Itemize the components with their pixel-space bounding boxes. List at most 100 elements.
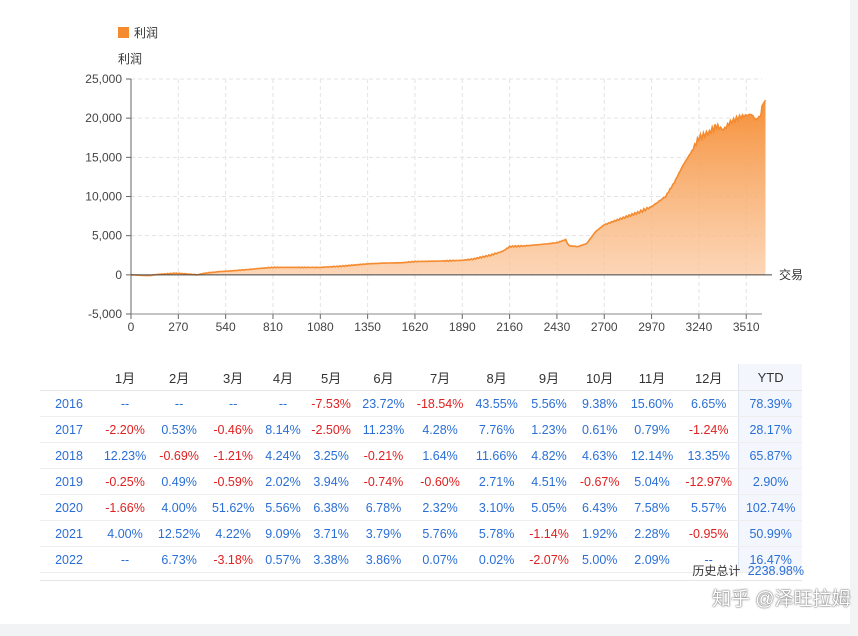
month-return-cell: -1.14% [523, 520, 575, 547]
month-return-cell: 11.66% [469, 442, 524, 469]
profit-area-chart: 25,000 20,000 15,000 10,000 5,000 0 -5,000 0 270… [85, 72, 803, 334]
month-return-cell: -1.24% [679, 416, 739, 443]
year-cell: 2017 [40, 416, 98, 443]
month-return-cell: -12.97% [679, 468, 739, 495]
month-return-cell: 3.10% [469, 494, 524, 521]
table-row: 2017 -2.20% 0.53% -0.46% 8.14% -2.50% 11.23% 4.… [40, 416, 802, 443]
ytd-cell: 65.87% [738, 442, 802, 469]
month-return-cell: 5.56% [523, 390, 575, 417]
month-return-cell: -0.67% [574, 468, 625, 495]
x-tick-label: 3240 [686, 320, 713, 334]
header-month: 1月 [98, 364, 153, 391]
month-return-cell: 43.55% [469, 390, 524, 417]
month-return-cell: 1.64% [410, 442, 470, 469]
y-tick-label: 0 [115, 268, 122, 282]
month-return-cell: 6.78% [356, 494, 411, 521]
month-return-cell: 0.02% [469, 546, 524, 573]
x-tick-label: 810 [263, 320, 283, 334]
x-tick-label: 1620 [402, 320, 429, 334]
month-return-cell: 4.24% [260, 442, 306, 469]
month-return-cell: 0.57% [260, 546, 306, 573]
month-return-cell: 2.28% [625, 520, 680, 547]
month-return-cell: -- [260, 390, 306, 417]
month-return-cell: -2.07% [523, 546, 575, 573]
header-month: 4月 [260, 364, 306, 391]
header-month: 2月 [152, 364, 207, 391]
x-tick-label: 1350 [354, 320, 381, 334]
x-tick-label: 270 [168, 320, 188, 334]
month-return-cell: 2.71% [469, 468, 524, 495]
header-month: 10月 [574, 364, 625, 391]
month-return-cell: 7.58% [625, 494, 680, 521]
month-return-cell: 5.76% [410, 520, 470, 547]
x-tick-label: 2430 [544, 320, 571, 334]
table-row: 2020 -1.66% 4.00% 51.62% 5.56% 6.38% 6.78% 2.32… [40, 494, 802, 521]
month-return-cell: -18.54% [410, 390, 470, 417]
month-return-cell: -- [152, 390, 207, 417]
month-return-cell: -0.60% [410, 468, 470, 495]
x-tick-label: 2970 [638, 320, 665, 334]
month-return-cell: -7.53% [305, 390, 357, 417]
month-return-cell: 4.22% [206, 520, 261, 547]
month-return-cell: 3.79% [356, 520, 411, 547]
month-return-cell: -0.74% [356, 468, 411, 495]
x-tick-label: 1890 [449, 320, 476, 334]
x-tick-label: 1080 [307, 320, 334, 334]
table-row: 2016 -- -- -- -- -7.53% 23.72% -18.54% 43.55% 5.5… [40, 390, 802, 417]
history-total-label: 历史总计 [692, 564, 741, 578]
month-return-cell: -0.59% [206, 468, 261, 495]
chart-legend[interactable]: 利润 [118, 24, 158, 41]
x-tick-label: 0 [128, 320, 135, 334]
month-return-cell: -0.69% [152, 442, 207, 469]
month-return-cell: 6.73% [152, 546, 207, 573]
month-return-cell: 13.35% [679, 442, 739, 469]
month-return-cell: 9.09% [260, 520, 306, 547]
x-tick-label: 2700 [591, 320, 618, 334]
history-total: 历史总计 2238.98% [600, 562, 804, 579]
month-return-cell: 3.86% [356, 546, 411, 573]
month-return-cell: -0.95% [679, 520, 739, 547]
y-tick-label: 20,000 [85, 111, 122, 125]
month-return-cell: 2.32% [410, 494, 470, 521]
y-tick-label: 15,000 [85, 150, 122, 164]
month-return-cell: 6.43% [574, 494, 625, 521]
month-return-cell: -0.25% [98, 468, 153, 495]
month-return-cell: 3.71% [305, 520, 357, 547]
x-tick-label: 3510 [733, 320, 760, 334]
y-tick-label: 10,000 [85, 190, 122, 204]
year-cell: 2021 [40, 520, 98, 547]
month-return-cell: 4.63% [574, 442, 625, 469]
header-month: 11月 [625, 364, 680, 391]
month-return-cell: -- [98, 390, 153, 417]
month-return-cell: 9.38% [574, 390, 625, 417]
x-axis-title: 交易 [779, 267, 803, 282]
header-month: 3月 [206, 364, 261, 391]
month-return-cell: 5.56% [260, 494, 306, 521]
month-return-cell: 4.00% [152, 494, 207, 521]
month-return-cell: 0.79% [625, 416, 680, 443]
month-return-cell: 3.38% [305, 546, 357, 573]
month-return-cell: 2.09% [625, 546, 680, 573]
month-return-cell: 12.52% [152, 520, 207, 547]
month-return-cell: 0.61% [574, 416, 625, 443]
legend-label: 利润 [134, 26, 159, 40]
month-return-cell: -3.18% [206, 546, 261, 573]
month-return-cell: 3.25% [305, 442, 357, 469]
ytd-cell: 50.99% [738, 520, 802, 547]
month-return-cell: -0.21% [356, 442, 411, 469]
month-return-cell: -1.21% [206, 442, 261, 469]
year-cell: 2020 [40, 494, 98, 521]
header-month: 9月 [523, 364, 575, 391]
month-return-cell: 15.60% [625, 390, 680, 417]
header-month: 12月 [679, 364, 739, 391]
month-return-cell: -- [679, 546, 739, 573]
month-return-cell: 4.00% [98, 520, 153, 547]
year-cell: 2019 [40, 468, 98, 495]
month-return-cell: 4.82% [523, 442, 575, 469]
month-return-cell: 5.57% [679, 494, 739, 521]
month-return-cell: 51.62% [206, 494, 261, 521]
month-return-cell: -- [206, 390, 261, 417]
y-tick-label: 5,000 [92, 229, 122, 243]
y-tick-label: -5,000 [88, 307, 122, 321]
ytd-cell: 102.74% [738, 494, 802, 521]
